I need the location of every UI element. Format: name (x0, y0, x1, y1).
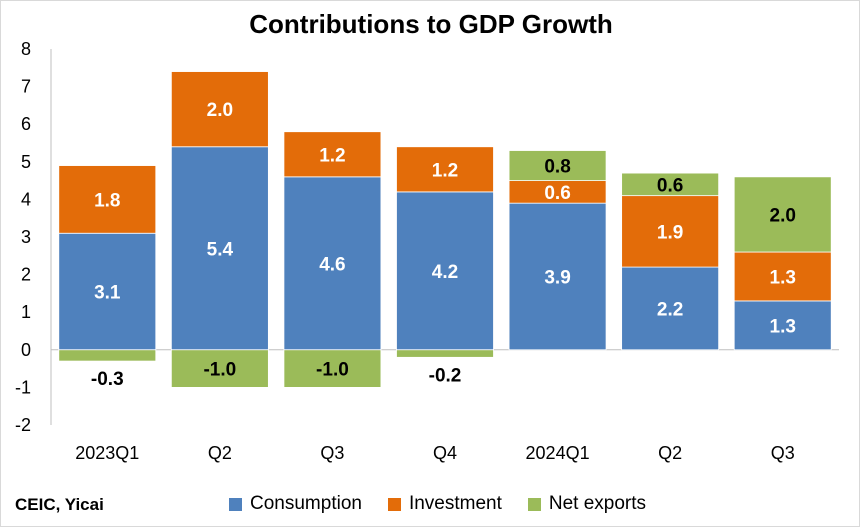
data-label-net-exports: -1.0 (316, 360, 349, 381)
bar-consumption (58, 232, 157, 351)
bar-consumption (396, 191, 494, 351)
bar-investment (621, 195, 720, 268)
legend-swatch-net-exports (527, 497, 541, 511)
legend-swatch-consumption (229, 497, 242, 511)
legend-item-consumption: Consumption (229, 493, 362, 515)
y-tick-label: 1 (21, 302, 31, 322)
data-label-investment: 2.0 (207, 100, 233, 121)
bar-net-exports (396, 349, 494, 358)
bar-investment (58, 165, 157, 234)
y-tick-label: -2 (15, 415, 31, 435)
data-label-consumption: 5.4 (207, 239, 234, 260)
data-label-investment: 1.2 (319, 145, 345, 166)
x-tick-label: 2023Q1 (75, 443, 139, 463)
source-note: CEIC, Yicai (15, 495, 104, 514)
bar-chart: -2 -1 0 1 2 3 4 5 6 7 8 2023Q1 Q2 Q3 Q4 2024Q1 Q2 Q3 3.1 1… (15, 39, 839, 463)
bar-consumption (170, 146, 269, 351)
bar-investment (396, 146, 494, 193)
data-label-investment: 1.2 (432, 160, 458, 181)
y-tick-label: -1 (15, 377, 31, 397)
bar-consumption (283, 176, 382, 351)
data-labels: 3.1 1.8 -0.3 5.4 2.0 -1.0 4.6 1.2 -1.0 4.2 1.2 -0.2… (91, 100, 796, 390)
bar-net-exports (621, 172, 720, 197)
data-label-investment: 1.3 (770, 267, 796, 288)
x-tick-label: Q2 (208, 443, 232, 463)
data-label-net-exports: 0.6 (657, 175, 683, 196)
legend-swatch-investment (387, 497, 401, 511)
y-tick-label: 2 (21, 265, 31, 285)
data-label-investment: 1.9 (657, 222, 683, 243)
data-label-consumption: 3.1 (94, 283, 121, 304)
y-tick-label: 5 (21, 152, 31, 172)
data-label-net-exports: -1.0 (203, 360, 236, 381)
data-label-consumption: 4.2 (432, 262, 458, 283)
x-tick-label: Q3 (771, 443, 795, 463)
bar-net-exports (58, 349, 157, 362)
y-tick-label: 7 (21, 77, 31, 97)
data-label-net-exports: -0.2 (429, 365, 462, 386)
chart-title: Contributions to GDP Growth (249, 9, 613, 39)
data-label-net-exports: -0.3 (91, 369, 124, 390)
data-label-consumption: 1.3 (770, 316, 796, 337)
data-label-investment: 0.6 (544, 183, 570, 204)
y-tick-label: 6 (21, 114, 31, 134)
data-label-consumption: 3.9 (544, 267, 570, 288)
legend-label-consumption: Consumption (250, 493, 362, 514)
bar-investment (283, 131, 382, 178)
bar-net-exports (283, 349, 382, 388)
x-tick-label: Q2 (658, 443, 682, 463)
legend-item-investment: Investment (387, 493, 502, 515)
bars (58, 71, 832, 388)
y-tick-label: 4 (21, 189, 31, 209)
data-label-net-exports: 2.0 (770, 205, 796, 226)
data-label-investment: 1.8 (94, 190, 120, 211)
x-tick-label: Q3 (320, 443, 344, 463)
bar-net-exports (170, 349, 269, 388)
legend: Consumption Investment Net exports (229, 493, 646, 515)
legend-label-net-exports: Net exports (548, 493, 647, 514)
y-tick-label: 3 (21, 227, 31, 247)
bar-net-exports (508, 150, 607, 182)
bar-consumption (621, 266, 720, 351)
y-tick-label: 0 (21, 340, 31, 360)
bar-net-exports (733, 176, 832, 253)
bar-investment (733, 251, 832, 302)
legend-label-investment: Investment (408, 493, 502, 514)
data-label-consumption: 4.6 (319, 254, 345, 275)
y-tick-label: 8 (21, 39, 31, 59)
x-tick-label: 2024Q1 (526, 443, 590, 463)
data-label-consumption: 2.2 (657, 299, 683, 320)
legend-item-net-exports: Net exports (527, 493, 647, 515)
axes: -2 -1 0 1 2 3 4 5 6 7 8 2023Q1 Q2 Q3 Q4 2024Q1 Q2 Q3 (15, 39, 839, 463)
bar-investment (170, 71, 269, 148)
x-tick-label: Q4 (433, 443, 457, 463)
data-label-net-exports: 0.8 (544, 157, 570, 178)
